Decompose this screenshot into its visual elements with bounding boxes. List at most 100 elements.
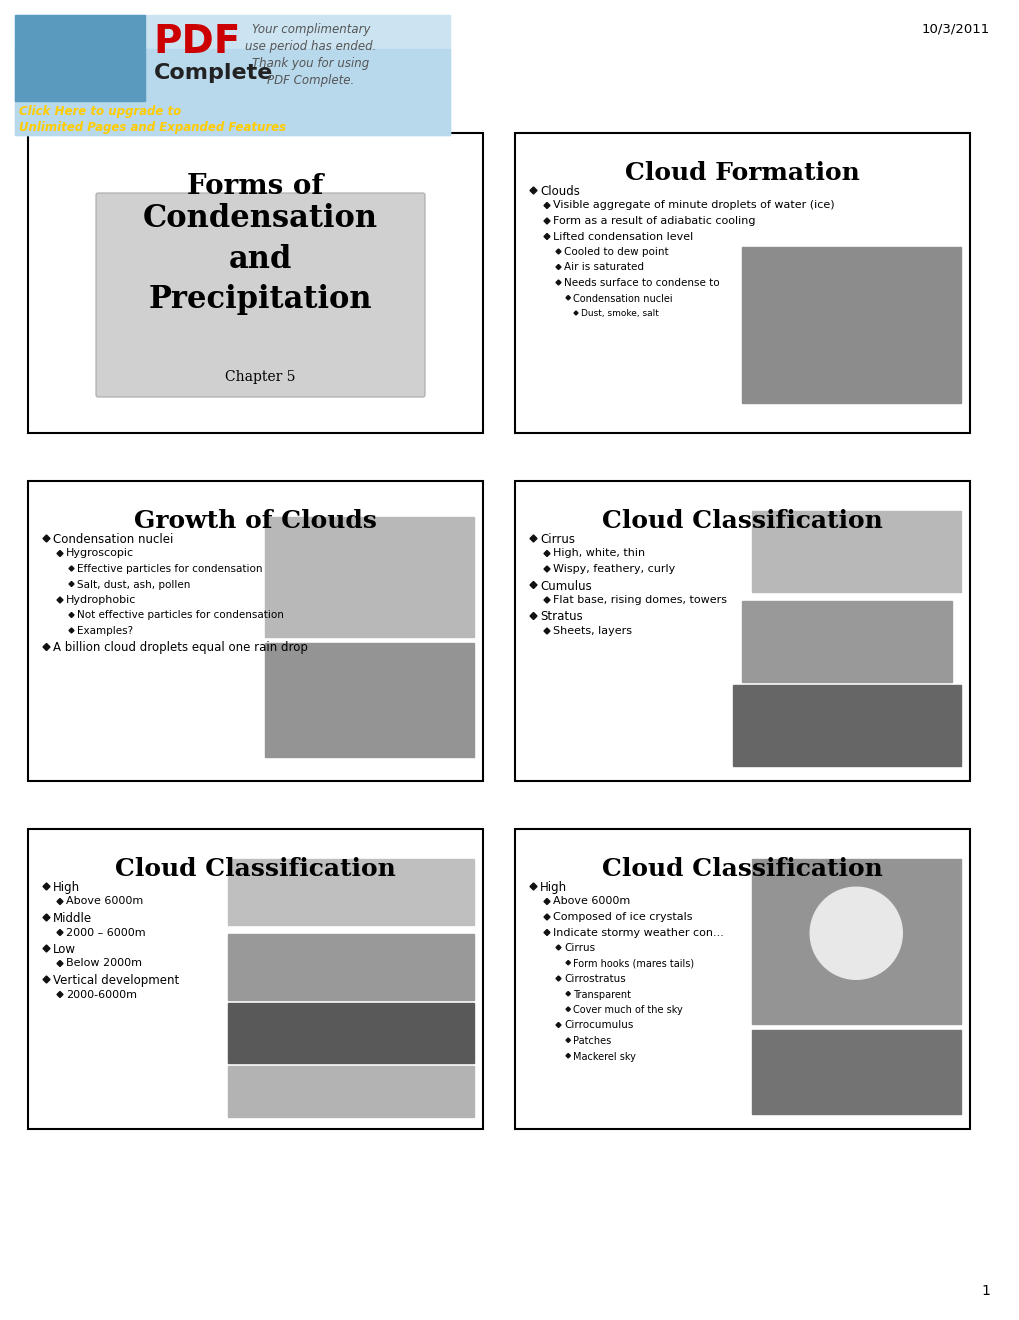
Polygon shape: [555, 264, 560, 269]
Polygon shape: [69, 582, 74, 586]
Text: High, white, thin: High, white, thin: [552, 549, 644, 558]
Text: Transparent: Transparent: [573, 990, 631, 999]
Text: Stratus: Stratus: [539, 610, 582, 623]
Polygon shape: [543, 202, 549, 209]
Text: Patches: Patches: [573, 1036, 611, 1045]
Polygon shape: [555, 280, 560, 285]
Text: Condensation nuclei: Condensation nuclei: [53, 533, 173, 546]
Text: Cirrus: Cirrus: [564, 942, 594, 953]
Text: Above 6000m: Above 6000m: [66, 896, 143, 907]
Text: Cloud Classification: Cloud Classification: [601, 857, 882, 880]
Text: Salt, dust, ash, pollen: Salt, dust, ash, pollen: [76, 579, 191, 590]
Text: Cover much of the sky: Cover much of the sky: [573, 1005, 683, 1015]
Polygon shape: [530, 582, 536, 589]
Polygon shape: [57, 929, 63, 936]
Polygon shape: [555, 249, 560, 253]
Polygon shape: [543, 929, 549, 936]
Text: Effective particles for condensation: Effective particles for condensation: [76, 564, 262, 574]
Text: Hydrophobic: Hydrophobic: [66, 595, 137, 605]
Text: Cumulus: Cumulus: [539, 579, 591, 593]
Polygon shape: [57, 597, 63, 603]
Bar: [515, 133, 969, 433]
Text: Cloud Classification: Cloud Classification: [115, 857, 395, 880]
Text: High: High: [539, 880, 567, 894]
Polygon shape: [566, 1038, 570, 1043]
Polygon shape: [566, 991, 570, 995]
FancyBboxPatch shape: [96, 193, 425, 397]
Bar: [28, 133, 483, 433]
Polygon shape: [566, 1053, 570, 1057]
Text: Cirrus: Cirrus: [539, 533, 575, 546]
Text: Condensation
and
Precipitation: Condensation and Precipitation: [143, 203, 378, 315]
Text: Form as a result of adiabatic cooling: Form as a result of adiabatic cooling: [552, 216, 755, 226]
Polygon shape: [530, 612, 536, 619]
Bar: [15, 15, 449, 135]
Polygon shape: [530, 535, 536, 543]
Polygon shape: [43, 883, 50, 890]
Text: Needs surface to condense to: Needs surface to condense to: [564, 279, 719, 288]
Text: High: High: [53, 880, 81, 894]
Polygon shape: [574, 312, 578, 315]
Text: Cloud Formation: Cloud Formation: [625, 161, 859, 185]
Polygon shape: [543, 550, 549, 557]
Polygon shape: [555, 975, 560, 981]
Text: Indicate stormy weather con...: Indicate stormy weather con...: [552, 928, 723, 937]
Bar: [228, 1067, 474, 1117]
Text: Low: Low: [53, 942, 76, 956]
Text: Mackerel sky: Mackerel sky: [573, 1052, 636, 1061]
Text: 1: 1: [980, 1284, 989, 1298]
Polygon shape: [543, 566, 549, 572]
Text: Cloud Classification: Cloud Classification: [601, 510, 882, 533]
Text: Below 2000m: Below 2000m: [66, 958, 142, 969]
Polygon shape: [69, 612, 74, 618]
Text: Click Here to upgrade to
Unlimited Pages and Expanded Features: Click Here to upgrade to Unlimited Pages…: [19, 106, 286, 135]
Text: Vertical development: Vertical development: [53, 974, 179, 987]
Bar: [228, 859, 474, 925]
Text: Wispy, feathery, curly: Wispy, feathery, curly: [552, 564, 675, 574]
Bar: [28, 829, 483, 1129]
Polygon shape: [43, 913, 50, 921]
Text: Complete: Complete: [153, 63, 273, 83]
Text: Examples?: Examples?: [76, 626, 133, 636]
Bar: [228, 935, 474, 1001]
Polygon shape: [543, 597, 549, 603]
Polygon shape: [43, 975, 50, 983]
Polygon shape: [566, 1007, 570, 1011]
Text: Growth of Clouds: Growth of Clouds: [133, 510, 377, 533]
Text: Middle: Middle: [53, 912, 92, 925]
Text: Clouds: Clouds: [539, 185, 580, 198]
Text: Dust, smoke, salt: Dust, smoke, salt: [581, 309, 658, 318]
Bar: [28, 480, 483, 781]
Polygon shape: [566, 961, 570, 965]
Text: Air is saturated: Air is saturated: [564, 263, 643, 272]
Polygon shape: [57, 991, 63, 998]
Text: Cooled to dew point: Cooled to dew point: [564, 247, 668, 257]
Text: 2000-6000m: 2000-6000m: [66, 990, 137, 999]
Bar: [742, 247, 960, 403]
Polygon shape: [543, 913, 549, 920]
Text: Your complimentary
use period has ended.
Thank you for using
PDF Complete.: Your complimentary use period has ended.…: [245, 22, 376, 87]
Bar: [751, 859, 960, 1024]
Bar: [751, 1030, 960, 1114]
Text: Cirrostratus: Cirrostratus: [564, 974, 625, 983]
Polygon shape: [43, 945, 50, 952]
Bar: [264, 643, 474, 756]
Text: Flat base, rising domes, towers: Flat base, rising domes, towers: [552, 595, 727, 605]
Polygon shape: [57, 961, 63, 966]
Polygon shape: [543, 218, 549, 224]
Text: Sheets, layers: Sheets, layers: [552, 626, 632, 636]
Bar: [515, 829, 969, 1129]
Polygon shape: [530, 187, 536, 194]
Polygon shape: [566, 296, 570, 300]
Text: 10/3/2011: 10/3/2011: [921, 22, 989, 36]
Polygon shape: [543, 899, 549, 904]
Text: Condensation nuclei: Condensation nuclei: [573, 293, 673, 304]
Bar: [228, 1003, 474, 1063]
Polygon shape: [555, 945, 560, 950]
Polygon shape: [69, 628, 74, 634]
Bar: [733, 685, 960, 766]
Polygon shape: [43, 535, 50, 543]
Text: Form hooks (mares tails): Form hooks (mares tails): [573, 958, 694, 969]
Text: 2000 – 6000m: 2000 – 6000m: [66, 928, 146, 937]
Text: Forms of: Forms of: [187, 173, 323, 201]
